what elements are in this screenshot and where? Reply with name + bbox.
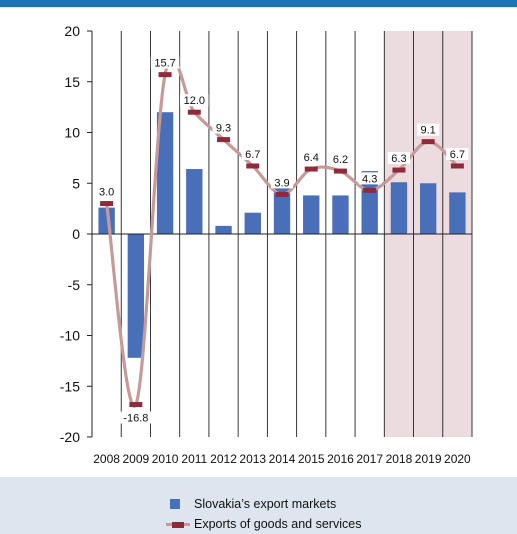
line-marker-2013	[246, 163, 259, 168]
legend: Slovakia’s export markets Exports of goo…	[166, 494, 426, 534]
data-label-2020: 6.7	[450, 149, 465, 161]
data-label-2009: -16.8	[123, 413, 148, 425]
data-label-2010: 15.7	[154, 58, 175, 70]
bar-2018	[391, 182, 407, 234]
x-tick-label-2010: 2010	[152, 452, 179, 466]
bar-2011	[186, 169, 202, 234]
data-label-2016: 6.2	[333, 154, 348, 166]
line-marker-2019	[422, 139, 435, 144]
x-tick-label-2011: 2011	[181, 452, 207, 466]
legend-item-line: Exports of goods and services	[166, 514, 426, 534]
y-tick-label: -15	[60, 378, 80, 394]
bar-2019	[420, 183, 436, 234]
y-tick-label: -10	[60, 328, 80, 344]
legend-line-label: Exports of goods and services	[194, 517, 361, 531]
x-tick-label-2012: 2012	[210, 452, 237, 466]
data-label-2019: 9.1	[421, 125, 436, 137]
line-marker-2020	[451, 163, 464, 168]
line-marker-2010	[159, 72, 172, 77]
x-tick-label-2009: 2009	[122, 452, 149, 466]
y-tick-label: 20	[64, 23, 80, 39]
y-tick-label: 10	[64, 125, 80, 141]
y-tick-label: 5	[72, 175, 80, 191]
line-marker-2017	[363, 188, 376, 193]
bar-2015	[303, 195, 319, 234]
line-marker-2012	[217, 137, 230, 142]
legend-line-swatch	[166, 519, 190, 529]
x-tick-label-2016: 2016	[327, 452, 354, 466]
x-tick-label-2018: 2018	[386, 452, 413, 466]
line-marker-2016	[334, 169, 347, 174]
x-tick-label-2008: 2008	[93, 452, 120, 466]
data-label-2015: 6.4	[304, 152, 319, 164]
legend-bar-swatch	[170, 499, 180, 509]
x-tick-label-2019: 2019	[415, 452, 442, 466]
data-label-2008: 3.0	[99, 187, 114, 199]
legend-bar-label: Slovakia’s export markets	[194, 497, 336, 511]
data-label-2017: 4.3	[362, 173, 377, 185]
bar-2016	[332, 195, 348, 234]
line-marker-2015	[305, 167, 318, 172]
y-tick-label: -20	[60, 429, 80, 445]
data-label-2014: 3.9	[274, 177, 289, 189]
legend-item-bars: Slovakia’s export markets	[166, 494, 426, 514]
x-tick-label-2020: 2020	[444, 452, 471, 466]
x-tick-label-2014: 2014	[269, 452, 296, 466]
line-marker-2008	[100, 201, 113, 206]
data-label-2018: 6.3	[391, 153, 406, 165]
data-label-2012: 9.3	[216, 123, 231, 135]
x-tick-label-2015: 2015	[298, 452, 325, 466]
line-marker-2014	[276, 192, 289, 197]
data-label-2011: 12.0	[184, 95, 205, 107]
x-tick-label-2013: 2013	[239, 452, 266, 466]
line-marker-2018	[392, 168, 405, 173]
y-tick-label: 15	[64, 74, 80, 90]
line-marker-2009	[129, 402, 142, 407]
bar-2009	[128, 234, 144, 358]
line-marker-2011	[188, 110, 201, 115]
bar-2020	[449, 192, 465, 234]
bar-2013	[245, 213, 261, 234]
bar-2012	[215, 226, 231, 234]
data-label-2013: 6.7	[245, 149, 260, 161]
y-tick-label: -5	[68, 277, 81, 293]
y-tick-label: 0	[72, 226, 80, 242]
x-tick-label-2017: 2017	[356, 452, 383, 466]
